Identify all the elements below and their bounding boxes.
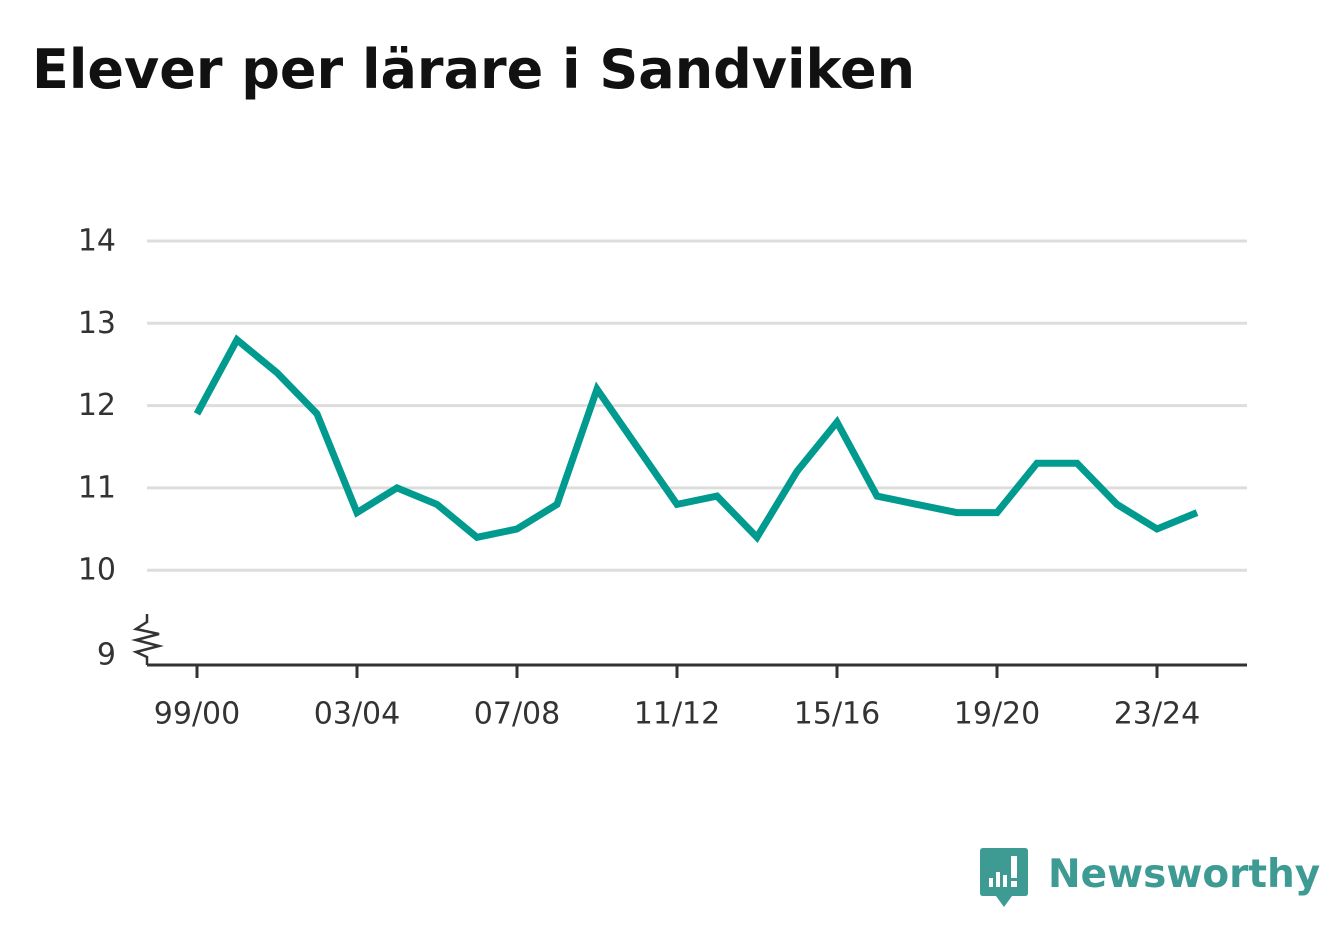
x-tick-label-15/16: 15/16 xyxy=(794,697,880,732)
tick-labels: 9 10 11 12 13 14 99/00 03/04 07/08 11/12 15/16 19/2… xyxy=(78,224,1200,732)
y-tick-label-9: 9 xyxy=(97,638,116,673)
x-tick-label-07/08: 07/08 xyxy=(474,697,560,732)
y-tick-label-13: 13 xyxy=(78,306,116,341)
y-tick-label-11: 11 xyxy=(78,470,116,505)
newsworthy-bar-chart-icon xyxy=(980,848,1028,907)
grid-lines xyxy=(147,239,1247,572)
series-layer xyxy=(193,334,1199,543)
y-tick-label-12: 12 xyxy=(78,388,116,423)
chart-title: Elever per lärare i Sandviken xyxy=(32,38,916,101)
y-axis-break-icon xyxy=(131,614,164,665)
y-tick-label-14: 14 xyxy=(78,224,116,259)
x-tick-label-19/20: 19/20 xyxy=(954,697,1040,732)
axes xyxy=(131,614,1247,678)
x-tick-label-11/12: 11/12 xyxy=(634,697,720,732)
x-tick-label-03/04: 03/04 xyxy=(314,697,400,732)
y-tick-label-10: 10 xyxy=(78,553,116,588)
x-tick-label-23/24: 23/24 xyxy=(1114,697,1200,732)
newsworthy-logo: Newsworthy xyxy=(980,848,1320,910)
x-tick-label-99/00: 99/00 xyxy=(154,697,240,732)
series-line-0 xyxy=(193,334,1199,543)
brand-name: Newsworthy xyxy=(1048,852,1321,897)
